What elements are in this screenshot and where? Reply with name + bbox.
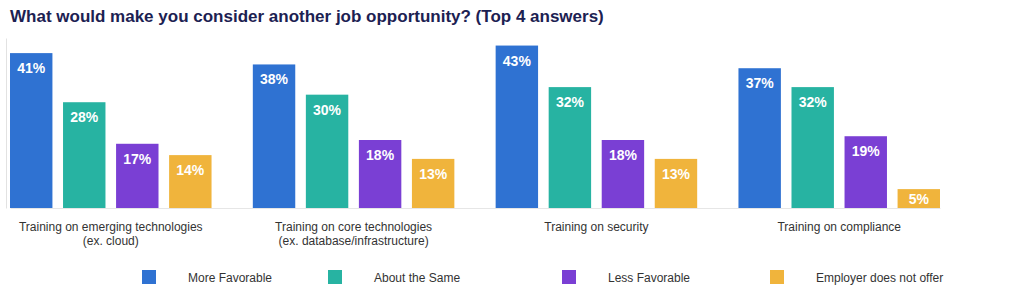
bar [116, 144, 158, 208]
data-label: 41% [17, 60, 46, 76]
bar [359, 140, 401, 208]
legend-swatch [142, 270, 156, 284]
data-label: 37% [746, 75, 775, 91]
tick: Training on compliance [777, 208, 901, 234]
title: What would make you consider another job… [10, 7, 604, 26]
data-label: 5% [909, 191, 930, 207]
data-labels: 41% 38% 43% 37% 28% 30% 32% 32% 17% 18% 18% 19% 14% 1… [17, 53, 929, 207]
tick-label-line: Training on emerging technologies [19, 220, 203, 234]
legend-label: Employer does not offer [816, 271, 943, 285]
tick-label-line: (ex. cloud) [83, 234, 139, 248]
chart: What would make you consider another job… [0, 0, 1024, 304]
bar [655, 159, 697, 208]
bar [253, 64, 295, 208]
tick-label: Training on emerging technologies(ex. cl… [19, 220, 203, 248]
bar [63, 102, 105, 208]
tick-label: Training on compliance [777, 220, 901, 234]
y-axis-line [6, 39, 7, 209]
legend-label: About the Same [374, 271, 460, 285]
data-label: 14% [176, 162, 205, 178]
x-axis-line [11, 208, 941, 209]
data-label: 43% [503, 53, 532, 69]
tick-label: Training on core technologies(ex. databa… [275, 220, 432, 248]
bar [306, 95, 348, 208]
legend-label: More Favorable [188, 271, 272, 285]
data-label: 30% [313, 102, 342, 118]
bar [10, 53, 52, 208]
bar [412, 159, 454, 208]
tick-label-line: Training on core technologies [275, 220, 432, 234]
bar [549, 87, 591, 208]
data-label: 17% [123, 151, 152, 167]
data-label: 13% [419, 166, 448, 182]
data-label: 18% [366, 147, 395, 163]
bar [496, 46, 538, 208]
tick-label-line: (ex. database/infrastructure) [279, 234, 429, 248]
tick: Training on emerging technologies(ex. cl… [19, 208, 203, 248]
bar [602, 140, 644, 208]
tick: Training on core technologies(ex. databa… [275, 208, 432, 248]
data-label: 19% [852, 143, 881, 159]
legend: More Favorable About the Same Less Favorab… [142, 270, 943, 285]
bar [845, 136, 887, 208]
data-label: 18% [609, 147, 638, 163]
data-label: 38% [260, 71, 289, 87]
data-label: 28% [70, 109, 99, 125]
data-label: 32% [556, 94, 585, 110]
y-axis [6, 39, 7, 209]
bar [898, 189, 940, 208]
tick-label: Training on security [544, 220, 648, 234]
legend-label: Less Favorable [608, 271, 690, 285]
tick: Training on security [544, 208, 648, 234]
bar [738, 68, 780, 208]
data-label: 32% [799, 94, 828, 110]
data-label: 13% [662, 166, 691, 182]
x-axis: Training on emerging technologies(ex. cl… [11, 208, 941, 248]
legend-swatch [328, 270, 342, 284]
bar [169, 155, 211, 208]
bar [791, 87, 833, 208]
legend-swatch [562, 270, 576, 284]
bars [10, 46, 940, 208]
legend-swatch [770, 270, 784, 284]
